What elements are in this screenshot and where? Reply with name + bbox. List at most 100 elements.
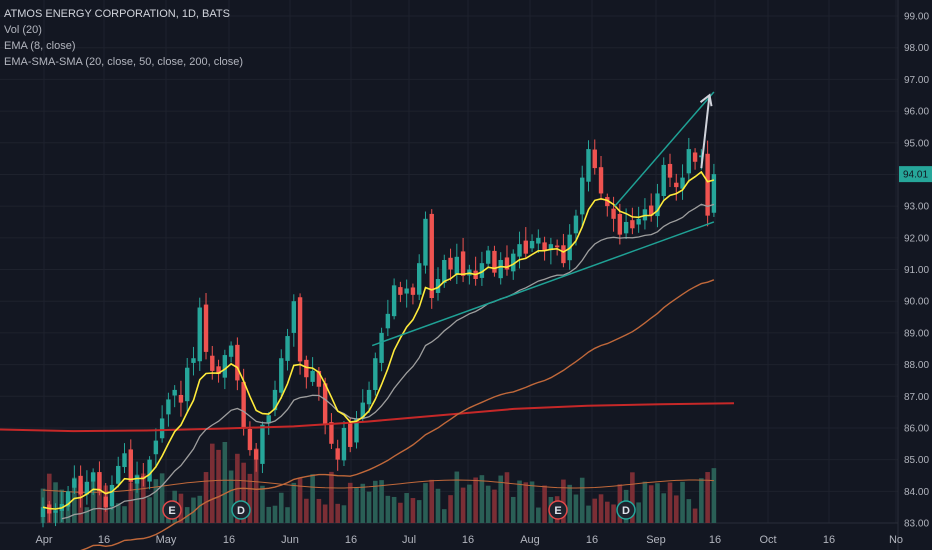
x-tick-label: Jul	[402, 534, 416, 546]
volume-bar	[523, 482, 529, 523]
time-axis[interactable]: Apr 16 May 16 Jun 16 Jul 16 Aug 16 Sep 16 Oct 16 No	[35, 534, 903, 546]
candle-body	[623, 221, 629, 234]
volume-bar	[53, 482, 58, 523]
marker-label: E	[168, 505, 175, 517]
volume-bar	[536, 507, 541, 523]
volume-bar	[680, 481, 685, 523]
marker-label: D	[622, 505, 630, 517]
volume-bar	[429, 479, 435, 523]
candle-body	[97, 472, 102, 492]
candle-body	[542, 242, 547, 251]
volume-bar	[216, 449, 221, 523]
channel-lower-line	[371, 221, 715, 347]
volume-bar	[72, 477, 77, 523]
drawings	[371, 91, 715, 347]
candle-body	[529, 240, 535, 249]
volume-bar	[278, 492, 284, 523]
candle-body	[667, 163, 673, 178]
y-tick-label: 91.00	[904, 265, 929, 276]
x-tick-label: Apr	[35, 534, 52, 546]
dividend-marker	[231, 500, 251, 520]
candle-body	[53, 510, 58, 513]
last-price-tag	[899, 166, 932, 183]
y-tick-label: 89.00	[904, 328, 929, 339]
candle-body	[692, 152, 698, 162]
candle-body	[460, 251, 466, 276]
candle-body	[279, 358, 284, 393]
legend-volume[interactable]: Vol (20)	[4, 24, 42, 36]
candle-body	[266, 415, 271, 424]
volume-bar	[699, 478, 704, 523]
volume-bar	[203, 472, 209, 523]
candle-body	[141, 476, 146, 479]
x-tick-label: Sep	[646, 534, 666, 546]
marker-label: D	[237, 505, 245, 517]
candle-body	[561, 245, 566, 264]
volume-bar	[630, 472, 635, 523]
candle-body	[404, 288, 409, 294]
volume-bar	[642, 481, 648, 523]
volume-bar	[209, 443, 215, 523]
y-tick-label: 84.00	[904, 487, 929, 498]
candle-body	[479, 263, 485, 278]
candle-body	[341, 427, 347, 461]
candle-body	[680, 177, 685, 189]
candle-body	[504, 257, 510, 270]
x-tick-label: Jun	[281, 534, 299, 546]
volume-bar	[529, 481, 535, 523]
legend-title: ATMOS ENERGY CORPORATION, 1D, BATS	[4, 8, 230, 20]
candle-body	[536, 237, 541, 244]
legend-ema[interactable]: EMA (8, close)	[4, 40, 76, 52]
candle-body	[454, 256, 460, 275]
volume-bar	[272, 505, 278, 523]
volume-bar	[435, 488, 441, 523]
candle-body	[78, 475, 83, 495]
candle-body	[699, 155, 704, 158]
candle-body	[40, 507, 46, 518]
volume-bar	[473, 477, 478, 523]
candle-body	[398, 287, 403, 295]
candle-body	[592, 149, 597, 169]
x-tick-label: 16	[823, 534, 835, 546]
volume-bar	[398, 502, 403, 523]
candle-body	[435, 279, 441, 293]
y-tick-label: 85.00	[904, 455, 929, 466]
candle-body	[705, 153, 710, 216]
volume-bar	[197, 495, 203, 523]
y-tick-label: 95.00	[904, 138, 929, 149]
volume-bar	[692, 508, 698, 523]
candle-body	[109, 484, 115, 507]
earnings-marker	[162, 500, 182, 520]
candle-body	[523, 240, 528, 254]
volume-bar	[673, 495, 679, 523]
candle-body	[297, 297, 303, 362]
volume-bar	[611, 504, 616, 523]
y-tick-label: 98.00	[904, 43, 929, 54]
candle-body	[417, 263, 422, 295]
volume-bar	[90, 472, 96, 523]
x-tick-label: 16	[345, 534, 357, 546]
candle-body	[492, 250, 497, 273]
candle-body	[661, 164, 666, 197]
volume-bar	[542, 485, 547, 523]
volume-bar	[115, 503, 121, 523]
price-axis[interactable]: 83.00 84.00 85.00 86.00 87.00 88.00 89.00 90.00…	[899, 12, 932, 530]
candle-body	[511, 253, 516, 272]
candle-body	[711, 174, 717, 213]
candle-body	[197, 307, 202, 362]
volume-bar	[711, 468, 717, 523]
x-tick-label: May	[156, 534, 177, 546]
volume-bar	[84, 507, 90, 523]
candle-body	[235, 344, 240, 381]
volume-bar	[454, 471, 460, 523]
y-tick-label: 99.00	[904, 12, 929, 23]
volume-ma-line	[42, 479, 714, 493]
volume-bar	[648, 485, 654, 523]
candle-body	[210, 355, 215, 371]
candle-body	[166, 399, 171, 415]
legend-moving-averages[interactable]: EMA-SMA-SMA (20, close, 50, close, 200, …	[4, 56, 244, 68]
channel-upper-line	[614, 91, 715, 207]
